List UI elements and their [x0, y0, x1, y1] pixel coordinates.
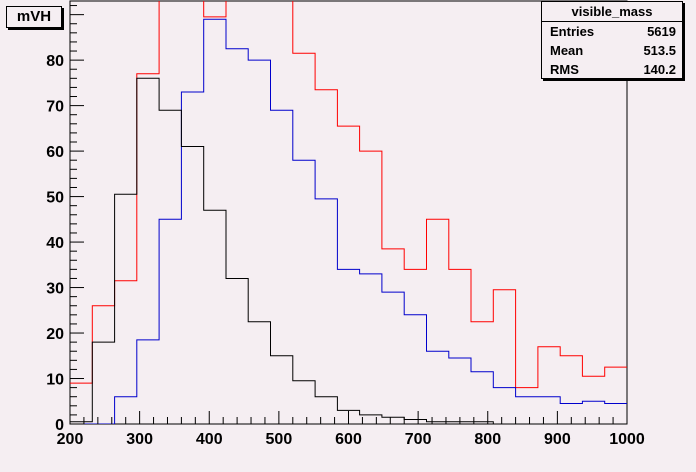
x-tick-label: 400 [196, 431, 223, 448]
y-tick-label: 40 [46, 235, 64, 252]
histogram-title: mVH [6, 6, 62, 28]
y-tick-label: 60 [46, 144, 64, 161]
x-tick-label: 200 [57, 431, 84, 448]
stats-value: 513.5 [643, 43, 676, 58]
x-tick-label: 500 [266, 431, 293, 448]
series-line-0 [70, 1, 627, 389]
y-tick-label: 30 [46, 281, 64, 298]
plot-frame [69, 0, 628, 425]
y-tick-label: 10 [46, 372, 64, 389]
stats-box: visible_mass Entries 5619 Mean 513.5 RMS… [541, 1, 683, 79]
x-tick-label: 600 [335, 431, 362, 448]
stats-row-entries: Entries 5619 [542, 22, 682, 41]
stats-value: 5619 [647, 24, 676, 39]
axis-layer: 0102030405060708090200300400500600700800… [46, 5, 645, 448]
stats-label: Entries [550, 24, 595, 39]
stats-label: RMS [550, 62, 579, 77]
x-tick-label: 900 [544, 431, 571, 448]
x-tick-label: 1000 [609, 431, 645, 448]
y-tick-label: 20 [46, 326, 64, 343]
y-tick-label: 0 [55, 417, 64, 434]
stats-label: Mean [550, 43, 584, 58]
x-tick-label: 800 [474, 431, 501, 448]
x-tick-label: 300 [126, 431, 153, 448]
stats-value: 140.2 [643, 62, 676, 77]
series-layer [70, 1, 627, 424]
y-tick-label: 70 [46, 99, 64, 116]
stats-row-rms: RMS 140.2 [542, 60, 682, 79]
stats-name: visible_mass [542, 2, 682, 22]
y-tick-label: 50 [46, 190, 64, 207]
series-line-1 [70, 18, 627, 424]
x-tick-label: 700 [405, 431, 432, 448]
y-tick-label: 80 [46, 53, 64, 70]
series-line-2 [70, 77, 627, 424]
stats-row-mean: Mean 513.5 [542, 41, 682, 60]
